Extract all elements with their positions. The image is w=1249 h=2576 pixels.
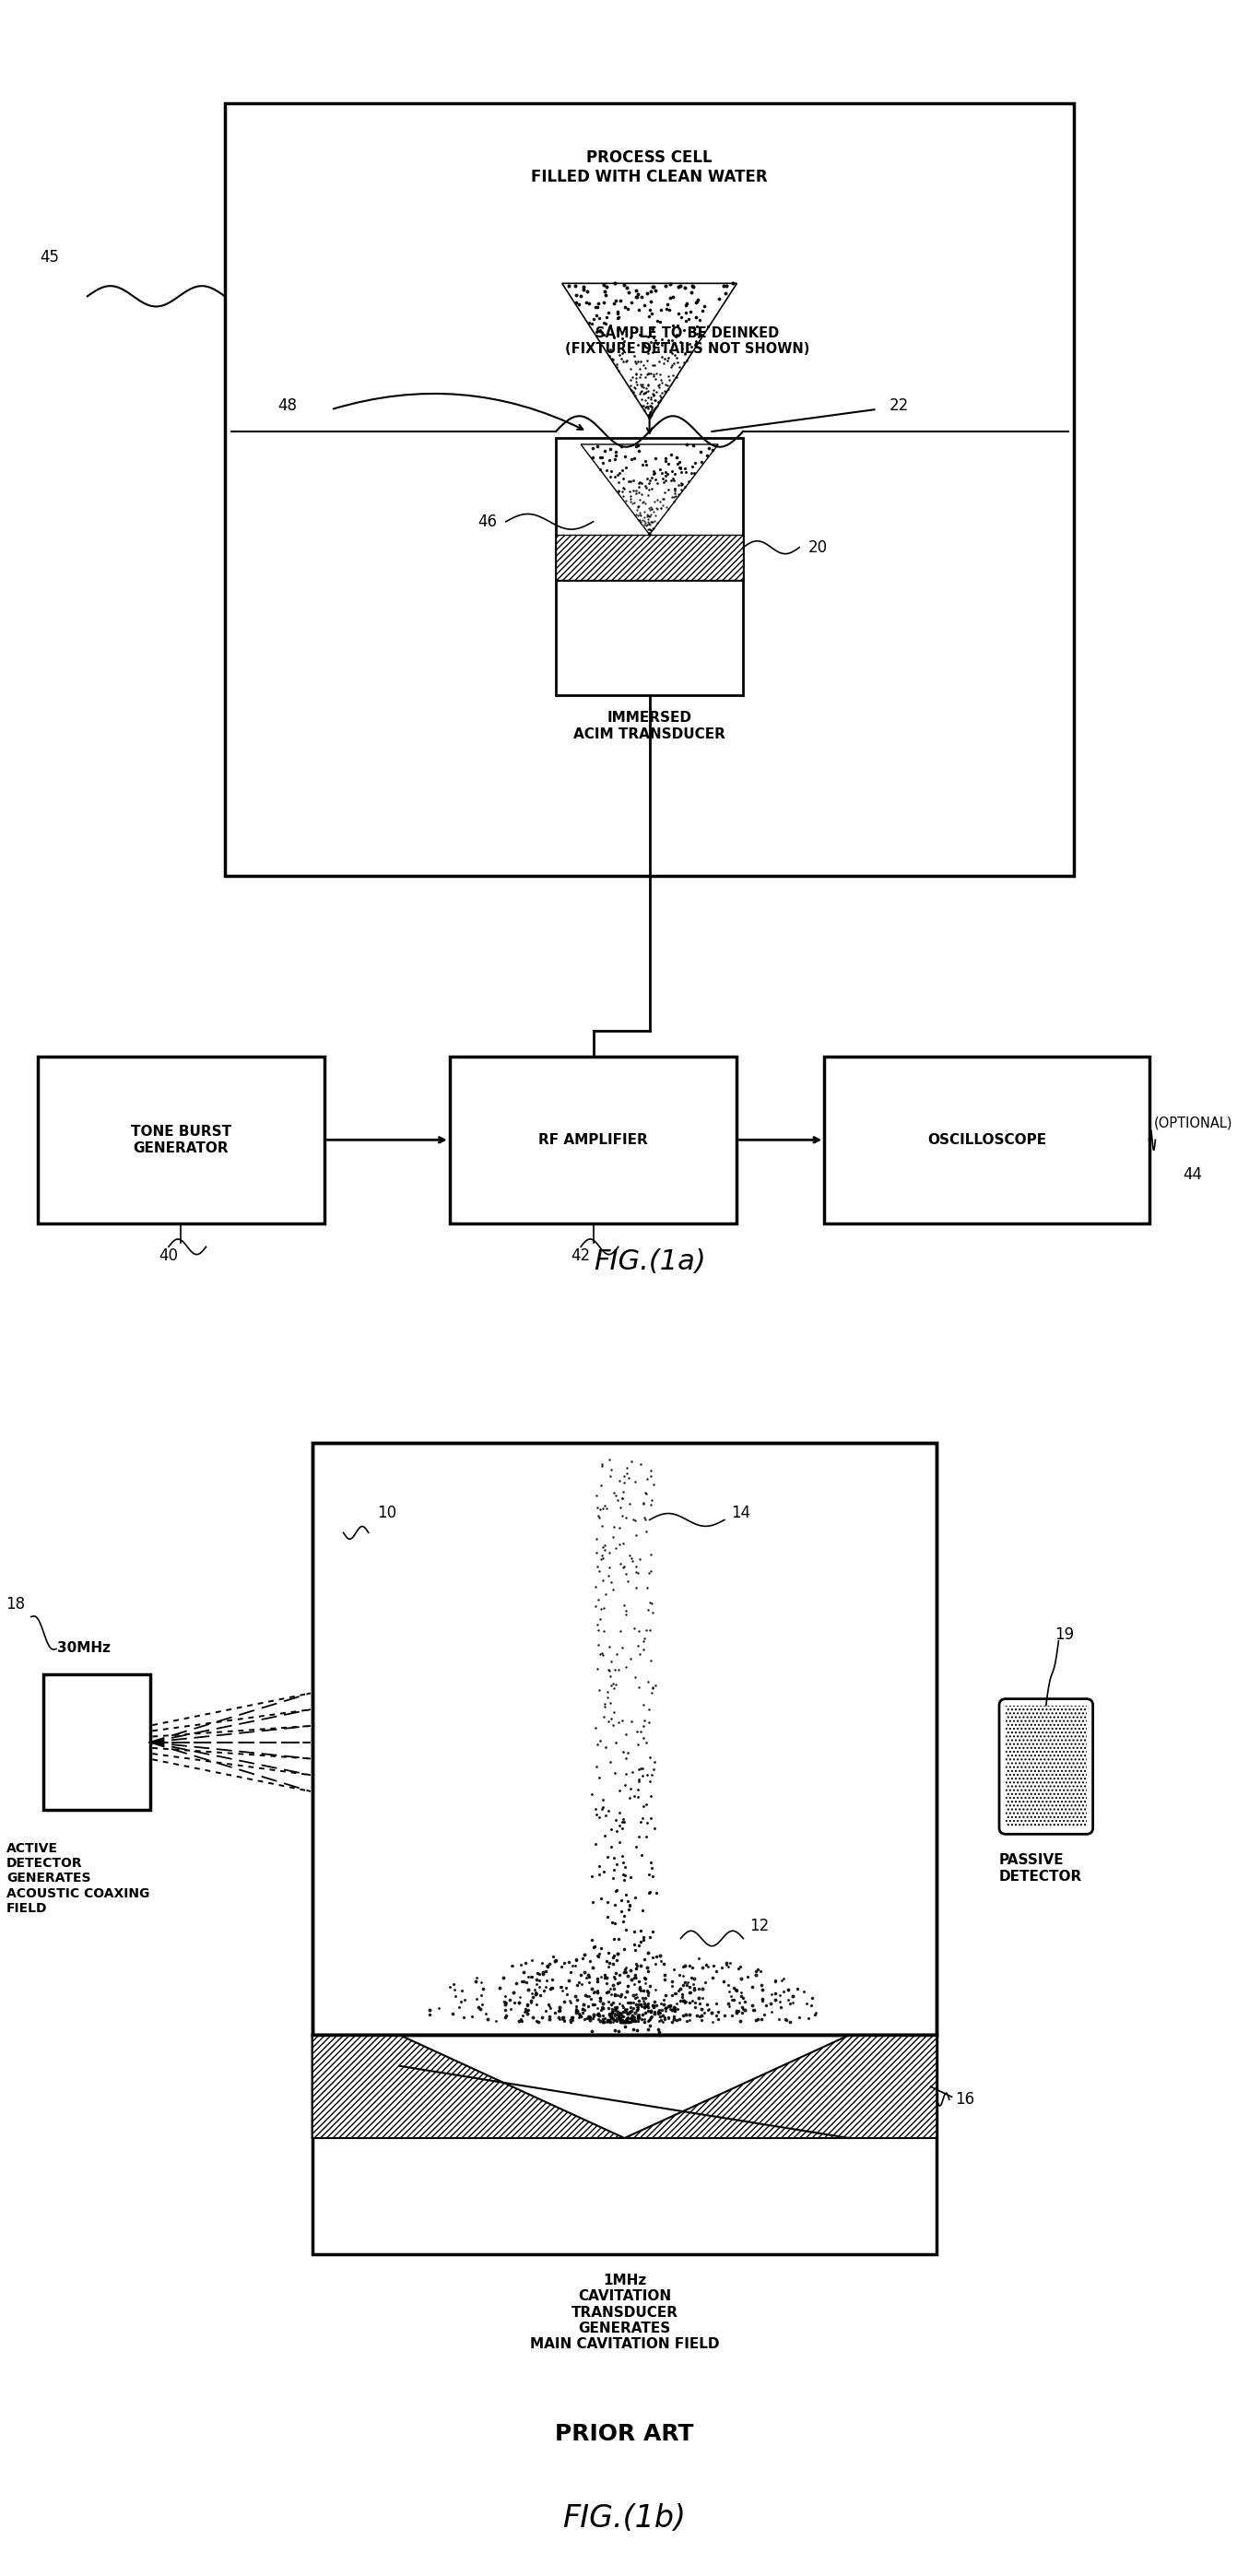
Text: 45: 45 <box>40 250 60 265</box>
Text: RF AMPLIFIER: RF AMPLIFIER <box>538 1133 648 1146</box>
Bar <box>312 1443 937 2035</box>
Bar <box>225 103 1074 876</box>
Bar <box>1005 1705 1087 1829</box>
Text: FIG.(1b): FIG.(1b) <box>563 2504 686 2532</box>
Text: 1MHz
CAVITATION
TRANSDUCER
GENERATES
MAIN CAVITATION FIELD: 1MHz CAVITATION TRANSDUCER GENERATES MAI… <box>530 2272 719 2352</box>
Text: 48: 48 <box>277 397 297 415</box>
Polygon shape <box>624 2035 937 2138</box>
Text: 16: 16 <box>955 2092 975 2107</box>
Text: PROCESS CELL
FILLED WITH CLEAN WATER: PROCESS CELL FILLED WITH CLEAN WATER <box>531 149 768 185</box>
Bar <box>312 2035 937 2254</box>
Text: 14: 14 <box>731 1504 751 1522</box>
Bar <box>312 1443 937 2035</box>
Text: 10: 10 <box>377 1504 397 1522</box>
Text: ACTIVE
DETECTOR
GENERATES
ACOUSTIC COAXING
FIELD: ACTIVE DETECTOR GENERATES ACOUSTIC COAXI… <box>6 1842 150 1914</box>
Text: FIG.(1a): FIG.(1a) <box>593 1249 706 1275</box>
Polygon shape <box>556 536 743 580</box>
Text: PASSIVE
DETECTOR: PASSIVE DETECTOR <box>999 1855 1083 1883</box>
Bar <box>824 1056 1149 1224</box>
Text: 40: 40 <box>159 1247 179 1265</box>
Text: 22: 22 <box>889 397 909 415</box>
Text: 46: 46 <box>477 513 497 531</box>
Text: PRIOR ART: PRIOR ART <box>555 2424 694 2445</box>
Bar <box>556 580 743 696</box>
Text: 18: 18 <box>5 1595 25 1613</box>
Text: SAMPLE TO BE DEINKED
(FIXTURE DETAILS NOT SHOWN): SAMPLE TO BE DEINKED (FIXTURE DETAILS NO… <box>565 327 809 355</box>
Bar <box>44 1674 150 1811</box>
Text: 12: 12 <box>749 1917 769 1935</box>
Text: OSCILLOSCOPE: OSCILLOSCOPE <box>927 1133 1047 1146</box>
Text: TONE BURST
GENERATOR: TONE BURST GENERATOR <box>131 1126 231 1154</box>
Text: IMMERSED
ACIM TRANSDUCER: IMMERSED ACIM TRANSDUCER <box>573 711 726 742</box>
Text: 42: 42 <box>571 1247 591 1265</box>
Text: 30MHz: 30MHz <box>57 1641 111 1656</box>
Text: 44: 44 <box>1183 1167 1203 1182</box>
Bar <box>37 1056 325 1224</box>
Text: 19: 19 <box>1055 1625 1074 1643</box>
Polygon shape <box>312 2035 624 2138</box>
Bar <box>556 438 743 580</box>
Text: 20: 20 <box>808 538 828 556</box>
Text: (OPTIONAL): (OPTIONAL) <box>1153 1115 1233 1131</box>
FancyBboxPatch shape <box>999 1700 1093 1834</box>
Bar <box>450 1056 737 1224</box>
